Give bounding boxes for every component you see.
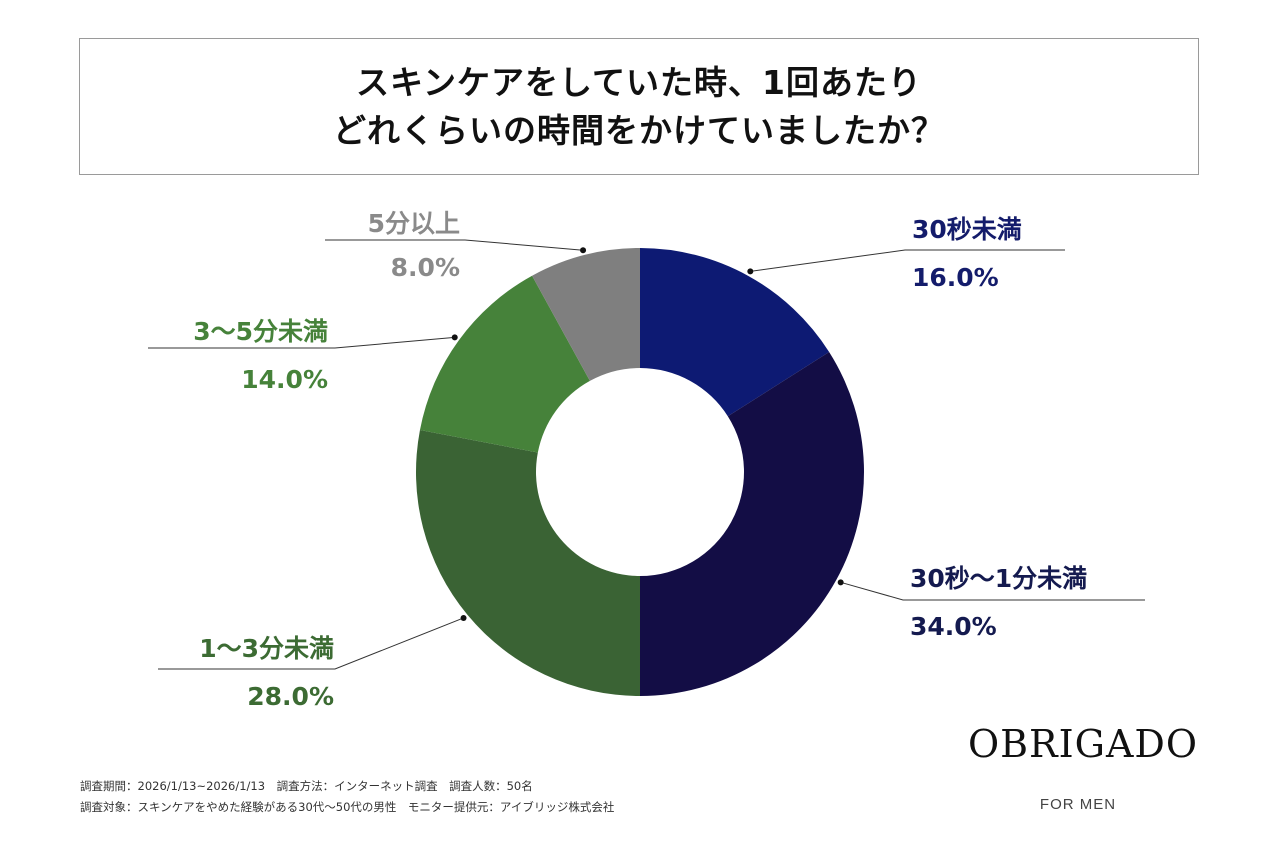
label-group-4: 5分以上 8.0%: [300, 208, 460, 284]
leader-1-3min-dot: [460, 614, 467, 621]
label-group-3: 3〜5分未満 14.0%: [140, 316, 328, 396]
leader-5min-over: [325, 239, 584, 251]
category-label-1-3min: 1〜3分未満: [199, 634, 334, 663]
value-label-3-5min: 14.0%: [241, 365, 328, 394]
slice-5min-over: [532, 248, 640, 381]
brand-logo: OBRIGADO: [967, 722, 1199, 766]
leader-30sec-1min-dot: [837, 579, 844, 586]
footer-survey-target: 調査対象：スキンケアをやめた経験がある30代〜50代の男性 モニター提供元：アイ…: [80, 800, 615, 814]
leader-30sec-1min: [840, 581, 1145, 601]
leader-5min-over-dot: [580, 247, 587, 254]
slice-30sec-1min: [640, 351, 865, 696]
label-group-0: 30秒未満 16.0%: [912, 214, 1022, 294]
chart-title-line-2: どれくらいの時間をかけていましたか？: [333, 110, 945, 150]
leader-3-5min-dot: [451, 334, 458, 341]
category-label-3-5min: 3〜5分未満: [193, 317, 328, 346]
value-label-1-3min: 28.0%: [247, 682, 334, 711]
title-box: スキンケアをしていた時、1回あたり どれくらいの時間をかけていましたか？: [79, 38, 1199, 175]
leader-3-5min: [148, 336, 455, 349]
category-label-30sec-1min: 30秒〜1分未満: [910, 564, 1088, 593]
value-label-30sec-under: 16.0%: [912, 263, 999, 292]
chart-title-line-1: スキンケアをしていた時、1回あたり: [356, 62, 922, 102]
leader-30sec-under-dot: [747, 268, 754, 275]
slice-1-3min: [416, 430, 640, 696]
category-label-5min-over: 5分以上: [367, 209, 460, 238]
value-label-5min-over: 8.0%: [390, 253, 460, 282]
slice-30sec-under: [640, 248, 830, 417]
label-group-1: 30秒〜1分未満 34.0%: [910, 563, 1087, 643]
footer-survey-info: 調査期間：2026/1/13~2026/1/13 調査方法：インターネット調査 …: [80, 779, 533, 793]
slice-3-5min: [419, 275, 590, 453]
label-group-2: 1〜3分未満 28.0%: [150, 633, 334, 713]
brand-subtitle: FOR MEN: [1039, 796, 1117, 813]
value-label-30sec-1min: 34.0%: [910, 612, 997, 641]
leader-1-3min: [158, 617, 464, 670]
leader-30sec-under: [750, 249, 1065, 272]
category-label-30sec-under: 30秒未満: [912, 215, 1022, 244]
